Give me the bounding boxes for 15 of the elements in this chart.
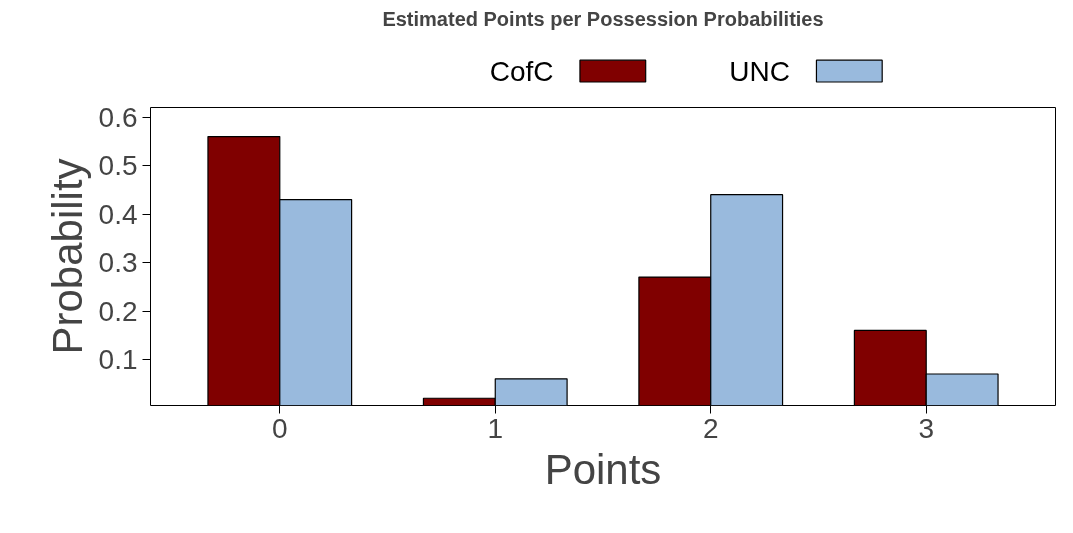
x-tick-label: 2 xyxy=(702,412,719,444)
y-tick-label: 0.5 xyxy=(98,150,138,182)
y-tick-label: 0.1 xyxy=(98,343,138,375)
legend-label: UNC xyxy=(729,55,790,87)
y-axis-title: Probability xyxy=(43,158,91,355)
x-tick-label: 1 xyxy=(487,412,504,444)
x-tick-label: 3 xyxy=(918,412,935,444)
y-tick-label: 0.3 xyxy=(98,247,138,279)
y-tick-label: 0.4 xyxy=(98,198,138,230)
chart-title: Estimated Points per Possession Probabilities xyxy=(382,7,824,30)
x-tick-label: 0 xyxy=(272,412,288,444)
y-tick-label: 0.6 xyxy=(98,101,138,133)
legend-label: CofC xyxy=(489,55,554,87)
y-tick-label: 0.2 xyxy=(98,295,138,327)
x-axis-title: Points xyxy=(544,445,662,493)
